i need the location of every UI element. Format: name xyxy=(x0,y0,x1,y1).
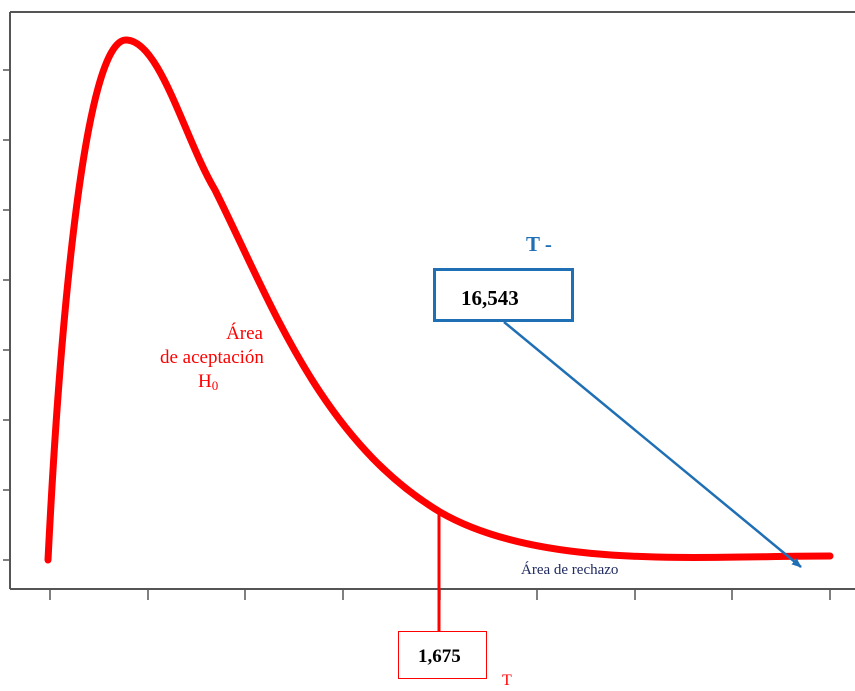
t-lower-label: T xyxy=(502,672,512,689)
y-ticks xyxy=(3,69,10,561)
x-ticks xyxy=(49,589,831,600)
h0-subscript: 0 xyxy=(211,378,219,393)
critical-value: 1,675 xyxy=(418,646,461,667)
rejection-region-label: Área de rechazo xyxy=(521,562,619,578)
h0-letter: H xyxy=(198,371,212,392)
acceptance-label-line2: de aceptación xyxy=(160,347,264,368)
plot-frame xyxy=(9,11,855,590)
observed-value-box: 16,543 xyxy=(433,268,574,322)
critical-value-box: 1,675 xyxy=(398,631,487,679)
observed-value: 16,543 xyxy=(461,286,519,310)
acceptance-region-label: Área de aceptación H0 xyxy=(150,322,270,398)
acceptance-label-h0: H0 xyxy=(150,370,270,398)
observed-value-arrow xyxy=(503,321,802,568)
density-curve xyxy=(44,36,834,564)
t-upper-label: T - xyxy=(526,232,552,256)
acceptance-label-line1: Área xyxy=(226,323,263,344)
